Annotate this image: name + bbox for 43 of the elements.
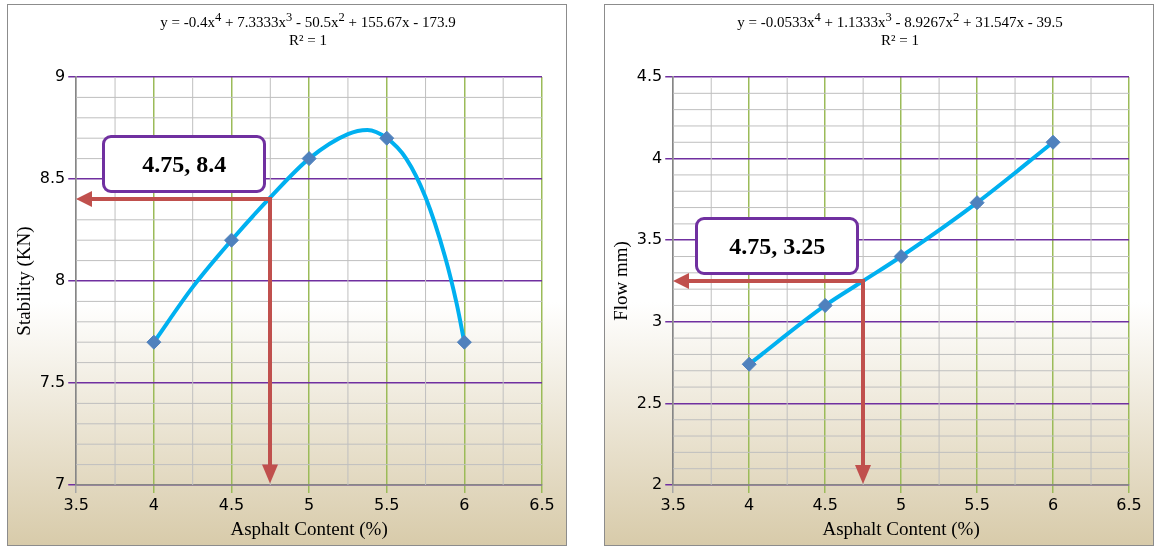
point: [146, 334, 162, 350]
point: [817, 297, 833, 313]
x-tick-label: 5.5: [374, 494, 400, 514]
y-tick-label: 2.5: [636, 392, 663, 412]
x-tick-label: 5: [896, 494, 907, 514]
y-axis-title: Stability (KN): [13, 226, 36, 336]
x-axis-title: Asphalt Content (%): [230, 517, 388, 540]
label-box: 4.75, 3.25: [695, 217, 860, 275]
point: [224, 232, 239, 248]
y-tick-label: 7.5: [39, 372, 66, 392]
x-tick-label: 4.5: [218, 494, 245, 514]
y-tick-label: 9: [55, 66, 66, 86]
y-tick-label: 8.5: [39, 168, 66, 188]
point: [741, 356, 757, 372]
x-tick-label: 6.5: [1116, 494, 1142, 514]
point: [893, 249, 909, 265]
y-axis-title: Flow mm): [610, 241, 633, 321]
y-tick-label: 4: [652, 147, 663, 167]
x-tick-label: 4.5: [812, 494, 838, 514]
text: R² = 1: [288, 31, 328, 49]
x-tick-label: 4: [148, 494, 159, 514]
y-tick-label: 8: [55, 270, 66, 290]
y-tick-label: 2: [652, 474, 663, 494]
y-tick-label: 3.5: [636, 229, 663, 249]
x-tick-label: 5: [304, 494, 315, 514]
label-box: 4.75, 8.4: [102, 135, 267, 194]
x-tick-label: 5.5: [964, 494, 990, 514]
x-tick-label: 6.5: [529, 494, 555, 514]
point: [456, 334, 472, 350]
y-tick-label: 3: [652, 310, 663, 330]
y-tick-label: 4.5: [636, 66, 663, 86]
x-tick-label: 6: [459, 494, 470, 514]
text: y = -0.4x$^{4}$ + 7.3333x$^{3}$ - 50.5x$^{2}$ + 155.67x - 173.9: [159, 9, 457, 31]
x-tick-label: 4: [744, 494, 755, 514]
text: R² = 1: [880, 31, 920, 49]
x-axis-title: Asphalt Content (%): [822, 517, 980, 540]
point: [301, 151, 317, 167]
y-tick-label: 7: [55, 474, 66, 494]
point: [1045, 134, 1061, 150]
text: y = -0.0533x$^{4}$ + 1.1333x$^{3}$ - 8.9267x$^{2}$ + 31.547x - 39.5: [736, 9, 1064, 31]
point: [379, 130, 395, 146]
x-tick-label: 6: [1047, 494, 1059, 514]
point: [969, 195, 985, 211]
